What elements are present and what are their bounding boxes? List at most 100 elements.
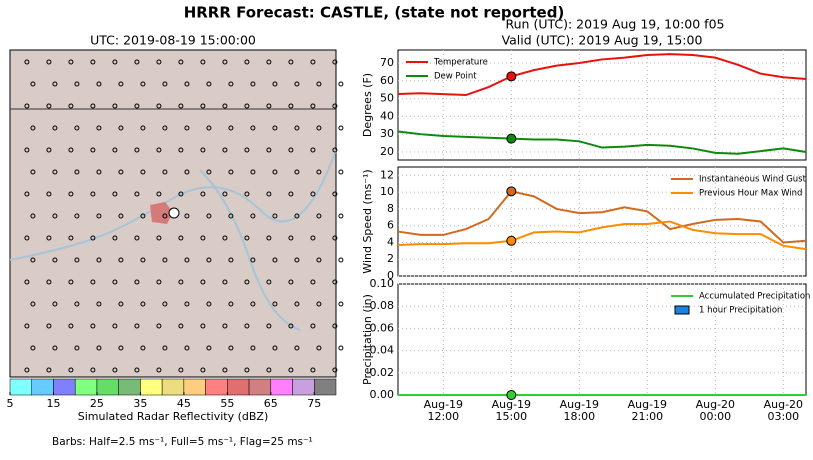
y-axis-label: Precipitation (in) [361, 294, 374, 385]
station [90, 103, 96, 109]
station [272, 169, 278, 175]
station [338, 257, 344, 263]
x-tick-label: Aug-20 03:00 [763, 398, 804, 423]
station [90, 367, 96, 373]
station [118, 125, 124, 131]
colorbar-box [292, 378, 315, 396]
y-axis-label: Degrees (F) [361, 73, 374, 137]
station [162, 169, 168, 175]
station [52, 301, 58, 307]
station [90, 279, 96, 285]
highlight-marker [506, 186, 517, 197]
y-tick-label: 0.02 [370, 366, 395, 379]
station [52, 213, 58, 219]
river [9, 149, 337, 261]
y-tick-label: 70 [380, 56, 394, 69]
station [222, 235, 228, 241]
station [266, 59, 272, 65]
station [178, 279, 184, 285]
station [96, 213, 102, 219]
station [74, 257, 80, 263]
station [338, 345, 344, 351]
station [222, 103, 228, 109]
station [30, 169, 36, 175]
station [96, 81, 102, 87]
y-tick-label: 30 [380, 127, 394, 140]
station [332, 147, 338, 153]
station [244, 279, 250, 285]
station [178, 367, 184, 373]
station [206, 169, 212, 175]
station [112, 191, 118, 197]
station [222, 279, 228, 285]
station [46, 147, 52, 153]
station [288, 103, 294, 109]
station [46, 103, 52, 109]
station [184, 81, 190, 87]
station [156, 235, 162, 241]
station [338, 125, 344, 131]
series-line [397, 53, 807, 97]
station [118, 169, 124, 175]
highlight-marker [506, 71, 517, 82]
station [288, 367, 294, 373]
station [178, 103, 184, 109]
station [134, 59, 140, 65]
station [30, 301, 36, 307]
station [46, 191, 52, 197]
station [184, 125, 190, 131]
colorbar-box [140, 378, 163, 396]
station [294, 301, 300, 307]
legend-label: Temperature [433, 58, 488, 68]
station [68, 103, 74, 109]
station [206, 301, 212, 307]
colorbar-tick-label: 35 [133, 397, 147, 410]
stations [24, 59, 344, 373]
station [294, 169, 300, 175]
station [288, 59, 294, 65]
station [266, 235, 272, 241]
station [46, 235, 52, 241]
station [266, 323, 272, 329]
station [294, 125, 300, 131]
highlight-marker [506, 390, 517, 400]
station [52, 257, 58, 263]
y-tick-label: 8 [387, 202, 394, 215]
station [52, 345, 58, 351]
series-line [397, 220, 807, 251]
station [74, 301, 80, 307]
station [90, 323, 96, 329]
station [24, 59, 30, 65]
colorbar-box [96, 378, 119, 396]
station [316, 257, 322, 263]
station [30, 345, 36, 351]
station [206, 257, 212, 263]
station [222, 367, 228, 373]
station [228, 213, 234, 219]
station [156, 59, 162, 65]
station [288, 279, 294, 285]
station [338, 213, 344, 219]
figure-title: HRRR Forecast: CASTLE, (state not report… [184, 4, 565, 22]
plot-frame [397, 49, 807, 161]
station [162, 257, 168, 263]
station [338, 169, 344, 175]
station [332, 279, 338, 285]
highlight-marker [506, 235, 517, 246]
colorbar-box [314, 378, 337, 396]
station [272, 81, 278, 87]
station [250, 81, 256, 87]
station [24, 279, 30, 285]
station [332, 235, 338, 241]
station [68, 147, 74, 153]
station [112, 147, 118, 153]
y-tick-label: 10 [380, 185, 394, 198]
station [74, 125, 80, 131]
y-tick-label: 50 [380, 92, 394, 105]
series-line [397, 130, 807, 155]
station [222, 59, 228, 65]
y-tick-label: 4 [387, 235, 394, 248]
station [244, 367, 250, 373]
colorbar-box [227, 378, 250, 396]
